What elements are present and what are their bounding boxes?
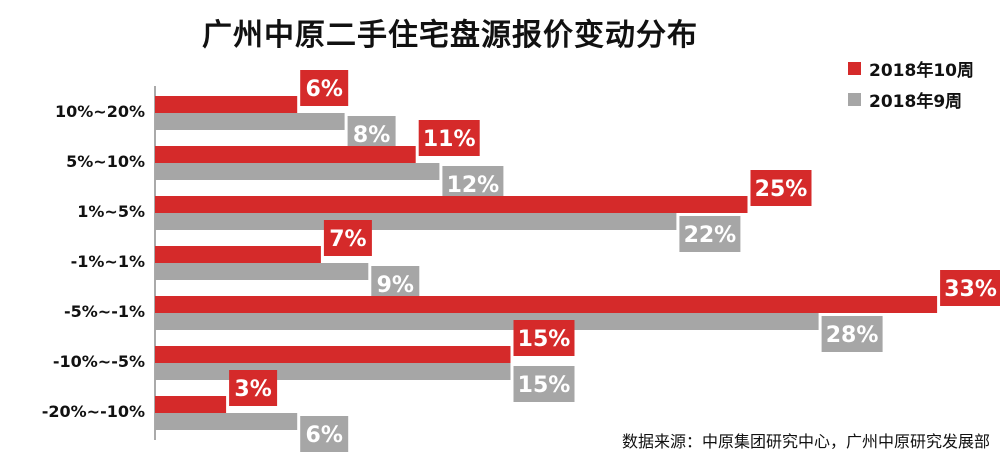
data-label-box <box>323 220 372 256</box>
legend-label-sep: 2018年9周 <box>869 91 963 112</box>
bar-oct <box>155 396 227 413</box>
data-label-box <box>300 70 349 106</box>
source-note: 数据来源：中原集团研究中心，广州中原研究发展部 <box>621 432 990 451</box>
data-label: 22% <box>684 223 737 248</box>
data-label-box <box>513 366 575 402</box>
data-label: 7% <box>329 227 366 252</box>
data-label: 33% <box>944 277 997 302</box>
bar-sep <box>155 213 677 230</box>
bar-sep <box>155 363 511 380</box>
legend-swatch-oct <box>848 61 861 75</box>
chart-title: 广州中原二手住宅盘源报价变动分布 <box>202 18 698 53</box>
category-label: -20%~-10% <box>42 402 145 421</box>
bar-oct <box>155 346 511 363</box>
data-label: 3% <box>234 377 271 402</box>
data-label: 9% <box>377 273 414 298</box>
legend-item-sep: 2018年9周 <box>848 88 963 112</box>
category-label: -1%~1% <box>71 252 145 271</box>
data-label: 15% <box>518 373 571 398</box>
data-label-box <box>750 170 812 206</box>
data-label-box <box>513 320 575 356</box>
data-label-box <box>418 120 480 156</box>
data-label: 6% <box>306 423 343 448</box>
data-label-box <box>940 270 1000 306</box>
category-label: 1%~5% <box>77 202 145 221</box>
data-label: 6% <box>306 77 343 102</box>
bar-sep <box>155 313 819 330</box>
data-label: 28% <box>826 323 879 348</box>
data-label: 11% <box>423 127 476 152</box>
category-label: -5%~-1% <box>64 302 145 321</box>
bar-oct <box>155 296 938 313</box>
category-label: 10%~20% <box>55 102 145 121</box>
category-label: 5%~10% <box>66 152 145 171</box>
bar-sep <box>155 263 369 280</box>
data-label-box <box>300 416 349 452</box>
data-label-box <box>229 370 278 406</box>
bar-oct <box>155 146 416 163</box>
data-label-box <box>821 316 883 352</box>
bar-sep <box>155 413 298 430</box>
bar-oct <box>155 96 298 113</box>
legend-item-oct: 2018年10周 <box>848 57 974 81</box>
data-label: 12% <box>447 173 500 198</box>
legend-swatch-sep <box>848 92 861 106</box>
data-label: 25% <box>755 177 808 202</box>
data-label: 8% <box>353 123 390 148</box>
data-label-box <box>679 216 741 252</box>
bar-sep <box>155 163 440 180</box>
data-label: 15% <box>518 327 571 352</box>
category-label: -10%~-5% <box>53 352 145 371</box>
bar-oct <box>155 246 321 263</box>
bar-oct <box>155 196 748 213</box>
legend-label-oct: 2018年10周 <box>869 60 974 81</box>
bar-sep <box>155 113 345 130</box>
